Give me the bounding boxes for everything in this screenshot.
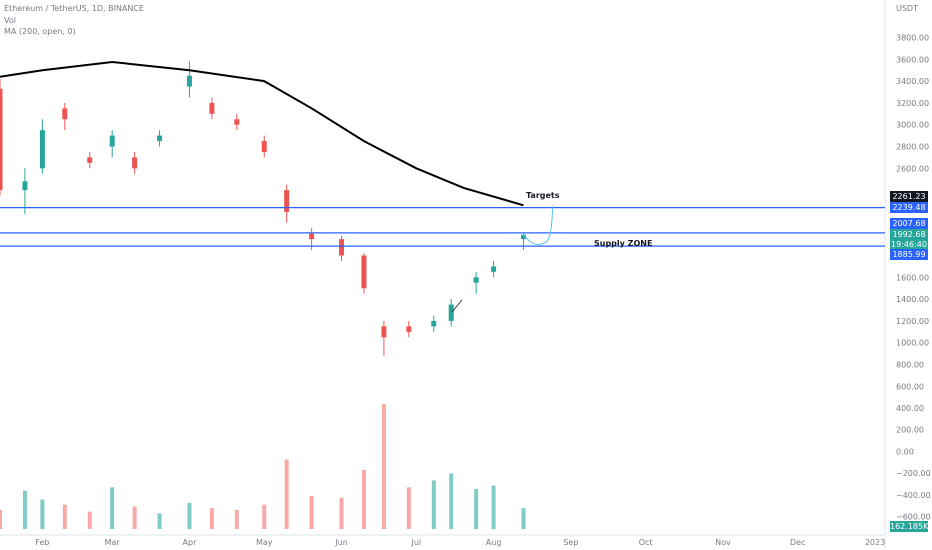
targets-label: Targets bbox=[526, 191, 560, 200]
volume-bar bbox=[0, 509, 2, 529]
time-tick-label: Apr bbox=[183, 538, 198, 547]
candle-body bbox=[361, 255, 367, 289]
ma-indicator-label: MA (200, open, 0) bbox=[4, 27, 76, 36]
candle-body bbox=[39, 130, 45, 169]
volume-bar bbox=[234, 509, 239, 529]
price-tick-label: 1200.00 bbox=[896, 317, 929, 326]
volume-bar bbox=[284, 459, 289, 529]
price-tick-label: 400.00 bbox=[896, 404, 924, 413]
volume-bar bbox=[40, 499, 45, 529]
candle-body bbox=[157, 135, 163, 142]
ma-200-line bbox=[0, 60, 524, 207]
candle-body bbox=[234, 119, 240, 125]
candle-body bbox=[109, 135, 115, 147]
candle-body bbox=[22, 181, 28, 191]
volume-bar bbox=[521, 508, 526, 529]
candle-body bbox=[0, 88, 3, 191]
candle-body bbox=[309, 233, 315, 240]
price-tick-label: 3000.00 bbox=[896, 121, 929, 130]
time-tick-label: Feb bbox=[35, 538, 49, 547]
volume-bar bbox=[87, 511, 92, 529]
candle-body bbox=[132, 157, 138, 169]
price-tick-label: 1600.00 bbox=[896, 273, 929, 282]
countdown-tag: 19:46:40 bbox=[890, 239, 928, 250]
volume-bar bbox=[157, 513, 162, 529]
volume-bar bbox=[62, 504, 67, 529]
volume-bar bbox=[110, 487, 115, 529]
volume-bar bbox=[431, 480, 436, 529]
time-tick-label: 2023 bbox=[865, 538, 885, 547]
volume-bar bbox=[449, 473, 454, 529]
price-tick-label: 800.00 bbox=[896, 361, 924, 370]
time-tick-label: Jun bbox=[334, 538, 348, 547]
volume-value-tag: 162.185K bbox=[890, 521, 929, 532]
candle-body bbox=[62, 108, 68, 120]
symbol-title: Ethereum / TetherUS, 1D, BINANCE bbox=[4, 4, 145, 13]
time-axis: Feb Mar Apr May Jun Jul Aug Sep Oct Nov Dec 2023 bbox=[35, 538, 885, 547]
time-tick-label: Jul bbox=[410, 538, 421, 547]
volume-bar bbox=[474, 489, 479, 529]
supply-zone-label: Supply ZONE bbox=[594, 239, 653, 248]
price-tick-label: 3600.00 bbox=[896, 55, 929, 64]
time-tick-label: May bbox=[256, 538, 273, 547]
candle-body bbox=[381, 326, 387, 338]
vol-indicator-label: Vol bbox=[4, 16, 16, 25]
volume-bar bbox=[491, 485, 496, 529]
level-low-tag: 1885.99 bbox=[890, 249, 928, 260]
candle-body bbox=[186, 75, 192, 87]
price-tick-label: 600.00 bbox=[896, 382, 924, 391]
price-tick-label: −600.00 bbox=[896, 513, 931, 522]
time-tick-label: Aug bbox=[486, 538, 502, 547]
volume-bar bbox=[361, 469, 366, 529]
projection-path bbox=[523, 204, 555, 246]
price-tick-label: −400.00 bbox=[896, 491, 931, 500]
time-tick-label: Mar bbox=[105, 538, 121, 547]
price-tick-label: 0.00 bbox=[896, 447, 914, 456]
volume-bar bbox=[22, 490, 27, 529]
price-axis: 3800.00 3600.00 3400.00 3200.00 3000.00 2800.… bbox=[896, 34, 931, 522]
price-tick-label: 3400.00 bbox=[896, 77, 929, 86]
candles bbox=[0, 61, 527, 356]
volume-bar bbox=[187, 502, 192, 529]
volume-bar bbox=[381, 404, 386, 529]
level-mid-tag: 2007.68 bbox=[890, 218, 928, 229]
ma-value-tag: 2261.23 bbox=[890, 191, 928, 202]
volume-bar bbox=[209, 508, 214, 529]
price-tick-label: 3800.00 bbox=[896, 34, 929, 43]
time-tick-label: Oct bbox=[639, 538, 653, 547]
time-tick-label: Nov bbox=[715, 538, 731, 547]
price-tick-label: 200.00 bbox=[896, 426, 924, 435]
volume-bar bbox=[262, 504, 267, 529]
candle-body bbox=[431, 320, 437, 327]
candle-body bbox=[521, 234, 527, 240]
price-tick-label: 1000.00 bbox=[896, 339, 929, 348]
candle-body bbox=[491, 266, 497, 272]
volume-bar bbox=[339, 497, 344, 529]
currency-label: USDT bbox=[896, 4, 918, 13]
volume-bars bbox=[0, 404, 526, 529]
candle-body bbox=[209, 102, 215, 114]
time-tick-label: Dec bbox=[790, 538, 805, 547]
price-tick-label: 3200.00 bbox=[896, 99, 929, 108]
volume-bar bbox=[406, 487, 411, 529]
candle-body bbox=[473, 277, 479, 283]
price-tick-label: 2600.00 bbox=[896, 164, 929, 173]
price-tick-label: 2800.00 bbox=[896, 143, 929, 152]
candle-body bbox=[87, 157, 93, 163]
candle-body bbox=[448, 304, 454, 321]
candle-body bbox=[261, 141, 267, 152]
volume-bar bbox=[132, 506, 137, 529]
horizontal-levels bbox=[0, 206, 885, 247]
candle-body bbox=[339, 239, 345, 256]
volume-bar bbox=[309, 496, 314, 529]
candle-body bbox=[284, 190, 290, 212]
last-price-tag: 1992.68 bbox=[890, 229, 928, 240]
level-top-tag: 2239.48 bbox=[890, 202, 928, 213]
trend-arrow bbox=[451, 299, 463, 313]
price-tick-label: −200.00 bbox=[896, 469, 931, 478]
price-tick-label: 1400.00 bbox=[896, 295, 929, 304]
candle-body bbox=[406, 326, 412, 332]
time-tick-label: Sep bbox=[563, 538, 578, 547]
